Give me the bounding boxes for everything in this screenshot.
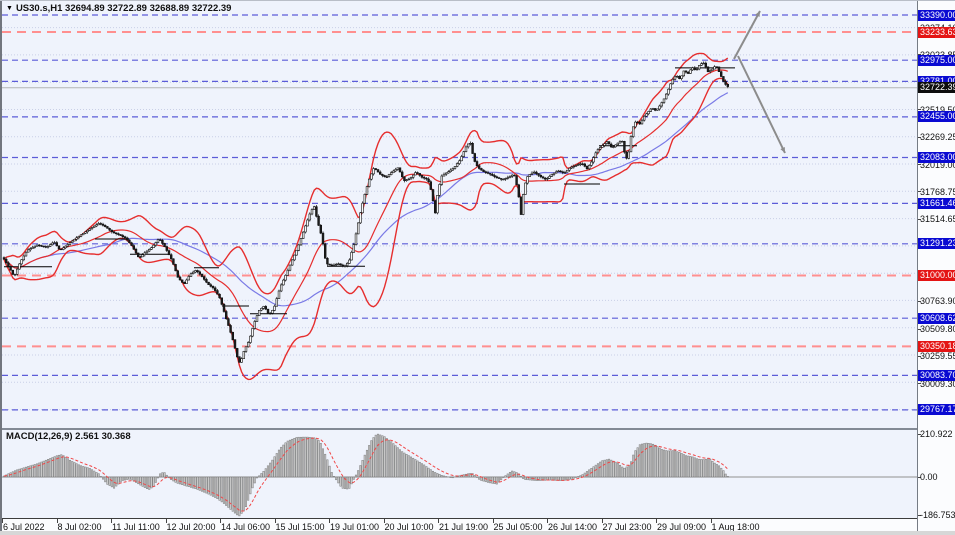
macd-scale-tick (918, 476, 921, 478)
time-tick-label: 25 Jul 05:00 (493, 522, 543, 532)
window-left-border (0, 1, 2, 531)
time-tick-label: 14 Jul 06:00 (221, 522, 271, 532)
price-grid-label: 30259.55 (920, 351, 955, 362)
price-scale[interactable]: 33274.1033023.8532519.5032269.2532019.00… (918, 1, 955, 531)
time-axis-tick (710, 519, 712, 523)
time-axis-tick (656, 519, 657, 523)
price-level-badge: 32722.39 (918, 82, 955, 94)
macd-panel[interactable]: MACD(12,26,9) 2.561 30.368 (2, 430, 917, 518)
price-level-badge: 31000.00 (918, 270, 955, 281)
price-level-badge: 30608.62 (918, 312, 955, 324)
symbol-dropdown-icon[interactable]: ▼ (6, 5, 13, 12)
time-axis-tick (165, 519, 167, 523)
time-axis-tick (492, 519, 494, 523)
macd-scale-label: 0.00 (920, 472, 938, 482)
time-axis-tick (329, 519, 330, 523)
price-scale-tick (918, 383, 921, 385)
macd-scale-label: 210.922 (920, 429, 953, 439)
price-grid-label: 30009.30 (920, 378, 955, 389)
macd-scale-tick (918, 433, 921, 435)
macd-histogram (2, 433, 917, 517)
price-scale-tick (918, 136, 921, 138)
macd-scale-tick (918, 514, 921, 516)
price-grid-label: 32019.00 (920, 159, 955, 170)
price-level-badge: 33233.63 (918, 26, 955, 38)
time-tick-label: 11 Jul 11:00 (112, 522, 160, 532)
time-axis-tick (274, 519, 276, 523)
time-tick-label: 19 Jul 01:00 (330, 522, 380, 532)
time-tick-label: 26 Jul 14:00 (548, 522, 598, 532)
time-tick-label: 1 Aug 18:00 (711, 522, 760, 532)
price-level-badge: 32781.00 (918, 75, 955, 87)
time-axis-tick (2, 519, 3, 523)
status-strip (0, 531, 955, 535)
macd-scale-label: -186.753 (920, 510, 955, 521)
macd-indicator-label: MACD(12,26,9) 2.561 30.368 (6, 431, 131, 442)
price-scale-tick (918, 328, 921, 330)
price-level-badge: 31661.46 (918, 197, 955, 209)
time-tick-label: 6 Jul 2022 (3, 522, 45, 532)
time-axis-tick (383, 519, 385, 523)
price-level-badge: 32455.00 (918, 111, 955, 123)
price-grid-label: 32269.25 (920, 132, 955, 143)
price-grid-label: 32519.50 (920, 104, 955, 115)
price-scale-separator[interactable] (917, 1, 918, 531)
candlestick-chart[interactable] (2, 1, 917, 428)
time-axis-tick (601, 519, 603, 523)
chart-title: ▼ US30.s,H1 32694.89 32722.89 32688.89 32… (6, 3, 231, 14)
time-tick-label: 12 Jul 20:00 (166, 522, 216, 532)
price-scale-tick (918, 300, 921, 302)
price-scale-tick (918, 109, 921, 111)
price-scale-tick (918, 191, 921, 193)
price-chart-panel[interactable]: ▼ US30.s,H1 32694.89 32722.89 32688.89 32… (2, 1, 917, 428)
price-scale-tick (918, 355, 921, 357)
time-tick-label: 8 Jul 02:00 (57, 522, 102, 532)
price-grid-label: 30509.80 (920, 324, 955, 334)
price-grid-label: 31514.65 (920, 214, 955, 225)
price-level-badge: 32083.00 (918, 152, 955, 163)
price-scale-tick (918, 164, 921, 165)
price-grid-label: 31768.75 (920, 186, 955, 197)
time-axis-tick (111, 519, 112, 523)
chart-title-text: US30.s,H1 32694.89 32722.89 32688.89 327… (15, 3, 232, 14)
time-tick-label: 27 Jul 23:00 (602, 522, 652, 532)
time-tick-label: 20 Jul 10:00 (384, 522, 434, 532)
time-tick-label: 29 Jul 09:00 (657, 522, 707, 532)
price-grid-label: 30763.90 (920, 296, 955, 307)
price-level-badge: 30350.18 (918, 340, 955, 352)
panel-separator[interactable] (2, 428, 917, 430)
price-level-badge: 29767.17 (918, 404, 955, 416)
price-scale-tick (918, 218, 921, 220)
time-axis-tick (547, 519, 548, 523)
time-axis-tick (56, 519, 58, 523)
time-axis-tick (438, 519, 439, 523)
time-axis[interactable]: 6 Jul 2022 8 Jul 02:00 11 Jul 11:00 12 Jul … (2, 518, 917, 532)
price-level-badge: 31291.23 (918, 238, 955, 250)
time-tick-label: 21 Jul 19:00 (439, 522, 489, 532)
price-level-badge: 30083.70 (918, 369, 955, 381)
price-level-badge: 32975.00 (918, 54, 955, 66)
time-tick-label: 15 Jul 15:00 (275, 522, 325, 532)
price-level-badge: 33390.00 (918, 9, 955, 21)
time-axis-tick (220, 519, 221, 523)
